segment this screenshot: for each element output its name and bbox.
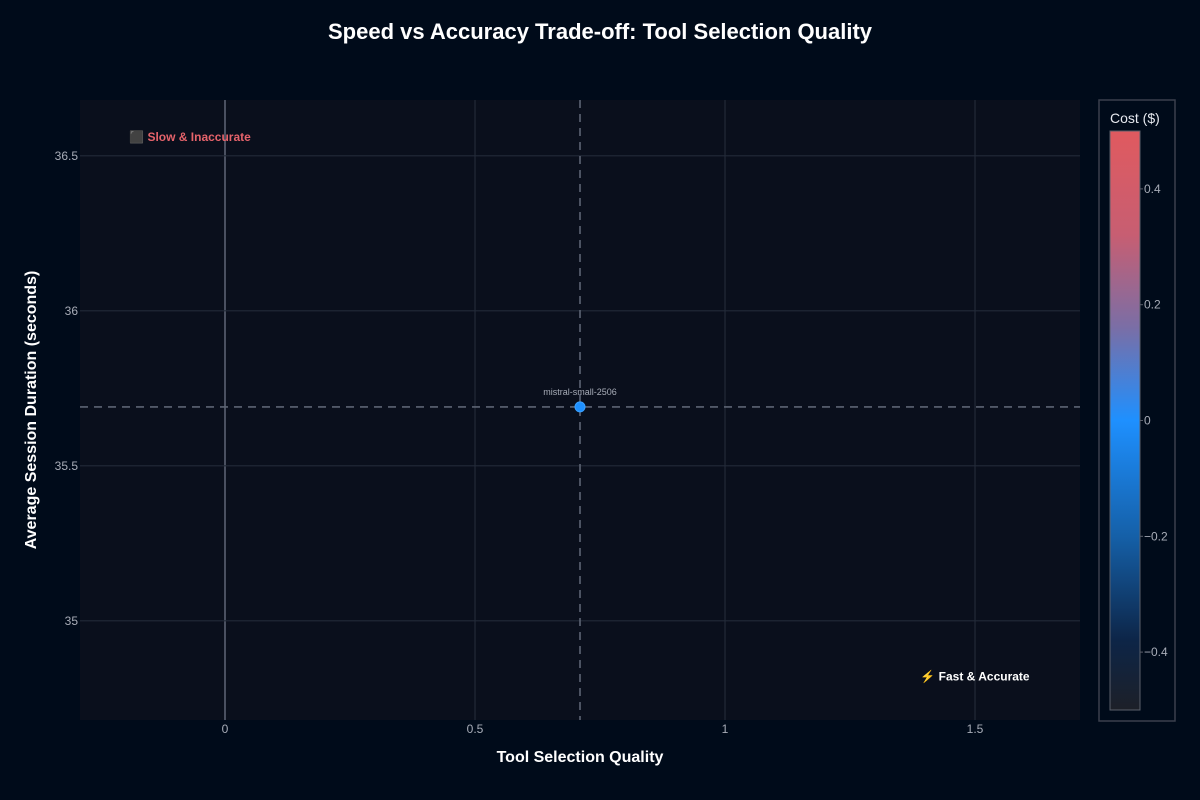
colorbar-tick-label: 0 (1144, 414, 1151, 428)
colorbar-frame (1098, 99, 1176, 722)
colorbar-tick-label: −0.4 (1144, 645, 1168, 659)
colorbar-tick-label: 0.2 (1144, 298, 1161, 312)
y-tick-label: 36 (65, 304, 79, 318)
y-axis-title: Average Session Duration (seconds) (23, 271, 40, 550)
colorbar-title: Cost ($) (1110, 110, 1160, 126)
y-axis-ticks: 35 35.5 36 36.5 (55, 149, 79, 628)
y-tick-label: 35.5 (55, 459, 79, 473)
data-point-label: mistral-small-2506 (543, 387, 617, 397)
x-axis-title: Tool Selection Quality (497, 749, 664, 766)
colorbar-tick-label: 0.4 (1144, 182, 1161, 196)
data-points: mistral-small-2506 (543, 387, 617, 413)
data-point (574, 401, 586, 413)
x-tick-label: 1 (722, 722, 729, 736)
colorbar-tick-label: −0.2 (1144, 529, 1168, 543)
x-tick-label: 0 (222, 722, 229, 736)
quadrant-annotations: ⬛ Slow & Inaccurate ⚡ Fast & Accurate (129, 130, 1030, 683)
colorbar-gradient (1109, 130, 1141, 711)
y-tick-label: 35 (65, 614, 79, 628)
chart-title: Speed vs Accuracy Trade-off: Tool Select… (328, 19, 873, 44)
y-tick-label: 36.5 (55, 149, 79, 163)
x-tick-label: 1.5 (967, 722, 984, 736)
colorbar-legend: Cost ($) 0.4 0.2 0 −0.2 −0.4 (1098, 99, 1176, 722)
x-axis-ticks: 0 0.5 1 1.5 (222, 722, 984, 736)
colorbar-ticks: 0.4 0.2 0 −0.2 −0.4 (1140, 182, 1168, 659)
annotation-slow-inaccurate: ⬛ Slow & Inaccurate (129, 130, 251, 144)
x-tick-label: 0.5 (467, 722, 484, 736)
annotation-fast-accurate: ⚡ Fast & Accurate (920, 670, 1030, 684)
